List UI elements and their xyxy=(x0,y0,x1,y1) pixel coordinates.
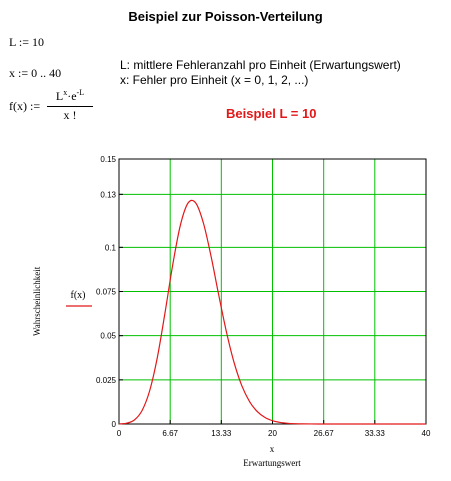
x-tick-label: 20 xyxy=(268,429,277,438)
y-tick-label: 0.05 xyxy=(100,332,116,341)
series-line-fx xyxy=(118,199,426,425)
y-tick-label: 0.13 xyxy=(100,190,116,199)
y-tick-label: 0.025 xyxy=(96,376,117,385)
x-tick-label: 40 xyxy=(422,429,431,438)
x-axis-label-secondary: Erwartungswert xyxy=(243,458,301,468)
assign-l: L := 10 xyxy=(9,35,44,49)
page-title: Beispiel zur Poisson-Verteilung xyxy=(128,9,323,24)
x-tick-label: 33.33 xyxy=(365,429,386,438)
formula-fraction: Lx·e-L x ! xyxy=(47,88,93,123)
formula-numerator: Lx·e-L xyxy=(47,88,93,107)
y-tick-label: 0.15 xyxy=(100,155,116,164)
formula-lhs: f(x) := xyxy=(9,99,41,113)
assign-x: x := 0 .. 40 xyxy=(9,66,62,80)
y-tick-label: 0.1 xyxy=(105,243,117,252)
x-tick-label: 6.67 xyxy=(162,429,178,438)
x-tick-label: 0 xyxy=(117,429,122,438)
example-label: Beispiel L = 10 xyxy=(226,106,317,121)
x-axis-label: x xyxy=(270,444,275,454)
formula-denominator: x ! xyxy=(63,108,77,122)
x-tick-label: 13.33 xyxy=(211,429,232,438)
y-tick-label: 0 xyxy=(112,420,117,429)
formula-fx: f(x) := Lx·e-L x ! xyxy=(9,88,119,128)
description-l: L: mittlere Fehleranzahl pro Einheit (Er… xyxy=(120,58,401,72)
legend-label: f(x) xyxy=(71,290,86,301)
description-x: x: Fehler pro Einheit (x = 0, 1, 2, ...) xyxy=(120,73,309,87)
y-tick-label: 0.075 xyxy=(96,288,117,297)
x-tick-label: 26.67 xyxy=(314,429,335,438)
